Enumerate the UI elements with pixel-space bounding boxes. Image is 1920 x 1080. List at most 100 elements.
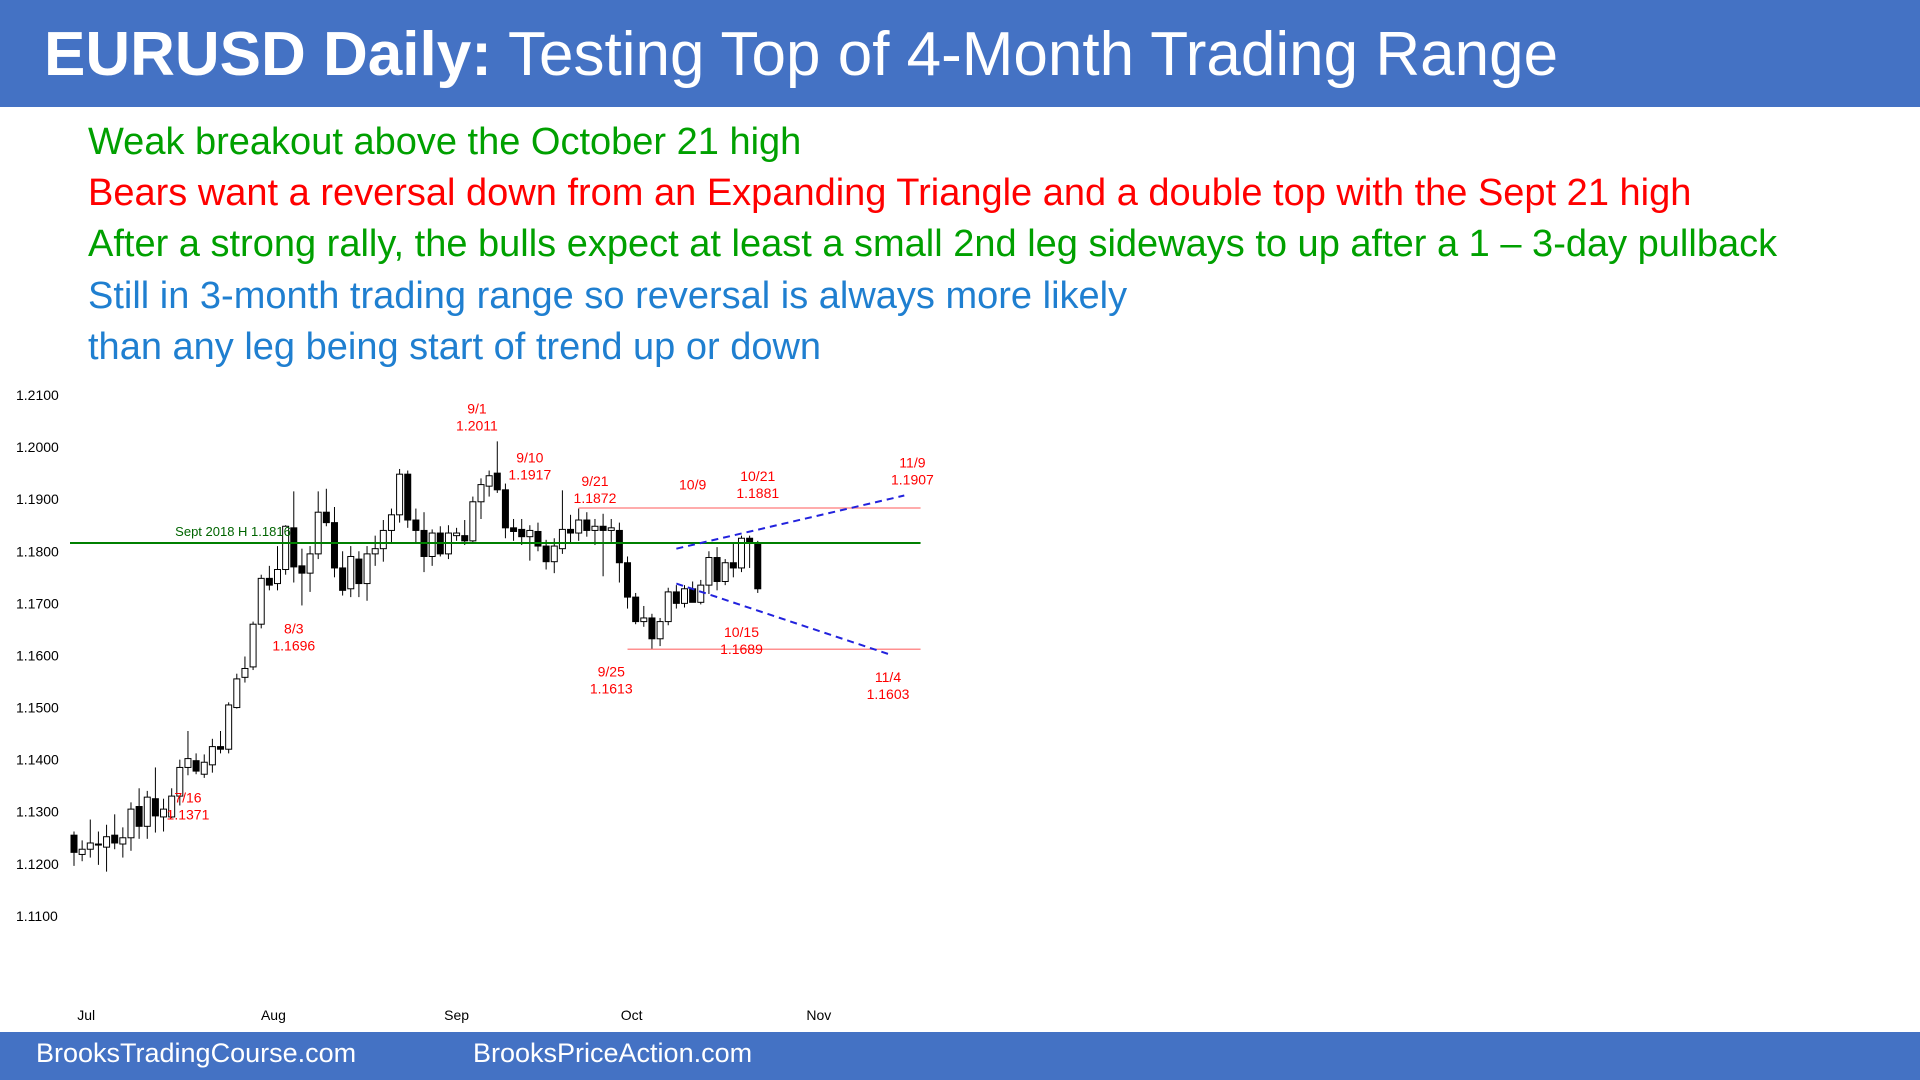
candle-body-bear xyxy=(510,527,518,532)
candle-body-bear xyxy=(567,528,575,534)
candle-body-bear xyxy=(583,519,591,531)
annotation-price: 1.1603 xyxy=(867,686,910,702)
candle-body-bull xyxy=(656,621,664,640)
candle-body-bull xyxy=(721,562,729,582)
candle-body-bull xyxy=(697,584,705,603)
y-tick-label: 1.1100 xyxy=(16,908,58,924)
annotation-price: 1.1371 xyxy=(167,807,210,823)
footer-link-brookstradingcourse[interactable]: BrooksTradingCourse.com xyxy=(36,1038,357,1068)
annotation-date: 10/21 xyxy=(740,468,775,484)
annotation-price: 1.1881 xyxy=(736,485,779,501)
candle-body-bull xyxy=(396,473,404,516)
y-tick-label: 1.1400 xyxy=(16,752,59,768)
candle-body-bear xyxy=(70,834,78,853)
candle-body-bull xyxy=(705,557,713,586)
candle-body-bull xyxy=(640,617,648,623)
candle-body-bull xyxy=(550,545,558,563)
candle-body-bear xyxy=(648,617,656,640)
y-tick-label: 1.1600 xyxy=(16,647,59,663)
candle-body-bear xyxy=(518,528,526,538)
annotation-date: 9/1 xyxy=(467,400,487,416)
title-symbol: EURUSD Daily: xyxy=(44,20,492,89)
candle-body-bull xyxy=(143,796,151,827)
candle-body-bull xyxy=(371,548,379,555)
candle-body-bull xyxy=(664,591,672,623)
candle-body-bull xyxy=(363,553,371,585)
commentary-line: Weak breakout above the October 21 high xyxy=(88,121,802,163)
candle-body-bull xyxy=(86,842,94,850)
candle-body-bull xyxy=(225,704,233,750)
candle-body-bull xyxy=(241,667,249,678)
x-tick-label: Oct xyxy=(621,1007,643,1023)
candle-body-bear xyxy=(330,522,338,569)
candle-body-bear xyxy=(534,530,542,547)
footer-link-brookspriceaction[interactable]: BrooksPriceAction.com xyxy=(473,1038,753,1068)
candle-body-bear xyxy=(290,527,298,568)
title-bar: EURUSD Daily: Testing Top of 4-Month Tra… xyxy=(0,0,1920,107)
y-tick-label: 1.1700 xyxy=(16,595,59,611)
candle-body-bull xyxy=(176,766,184,797)
candle-body-bull xyxy=(379,529,387,550)
candle-body-bull xyxy=(103,836,111,848)
y-tick-label: 1.2100 xyxy=(16,387,59,403)
candle-body-bull xyxy=(274,569,281,585)
annotation-price: 1.1917 xyxy=(508,466,551,482)
candle-body-bull xyxy=(208,746,216,766)
annotation-date: 9/25 xyxy=(598,664,625,680)
page-title: EURUSD Daily: Testing Top of 4-Month Tra… xyxy=(44,20,1558,90)
candle-body-bull xyxy=(607,527,615,531)
annotation-date: 9/10 xyxy=(516,449,543,465)
candle-body-bear xyxy=(672,591,680,604)
candle-body-bull xyxy=(168,795,176,818)
candle-body-bull xyxy=(257,577,265,625)
candle-body-bear xyxy=(339,567,347,591)
annotation-price: 1.1907 xyxy=(891,472,934,488)
triangle-line xyxy=(676,582,889,655)
candle-body-bear xyxy=(493,472,501,491)
candle-body-bear xyxy=(615,529,623,564)
candle-body-bull xyxy=(200,761,208,775)
annotation-date: 10/9 xyxy=(679,476,706,492)
candle-body-bear xyxy=(135,806,143,827)
candle-body-bear xyxy=(542,545,550,563)
candle-body-bear xyxy=(754,542,762,590)
candle-body-bear xyxy=(501,489,509,529)
candle-body-bear xyxy=(412,519,420,531)
commentary-line: Still in 3-month trading range so revers… xyxy=(88,275,1128,317)
candle-body-bull xyxy=(314,511,322,555)
y-tick-label: 1.2000 xyxy=(16,439,59,455)
x-tick-label: Jul xyxy=(77,1007,95,1023)
annotation-date: 8/3 xyxy=(284,620,304,636)
annotation-date: 11/9 xyxy=(899,455,925,471)
candle-body-bull xyxy=(78,848,86,855)
candle-body-bull xyxy=(306,553,314,574)
candle-body-bear xyxy=(461,535,469,542)
candle-body-bull xyxy=(469,501,477,542)
candle-body-bear xyxy=(298,565,306,574)
x-tick-label: Sep xyxy=(444,1007,469,1023)
candle-body-bear xyxy=(151,798,159,817)
commentary-line: After a strong rally, the bulls expect a… xyxy=(88,223,1778,265)
candle-body-bull xyxy=(282,525,290,571)
candle-body-bear xyxy=(729,562,737,569)
candle-body-bear xyxy=(632,596,640,623)
commentary-line: Bears want a reversal down from an Expan… xyxy=(88,172,1692,214)
y-tick-label: 1.1800 xyxy=(16,543,59,559)
candle-body-bear xyxy=(322,511,330,524)
candle-body-bear xyxy=(599,525,607,531)
annotation-date: 10/15 xyxy=(724,624,759,640)
candle-body-bear xyxy=(355,558,363,585)
candle-body-bull xyxy=(591,525,599,531)
candle-body-bull xyxy=(477,484,485,503)
candle-body-bull xyxy=(127,808,135,839)
footer-bar: BrooksTradingCourse.com BrooksPriceActio… xyxy=(0,1032,1920,1080)
y-tick-label: 1.1500 xyxy=(16,700,59,716)
candle-body-bull xyxy=(575,519,583,534)
candle-body-bull xyxy=(453,532,461,537)
candle-body-bull xyxy=(428,532,436,557)
candle-body-bear xyxy=(624,562,632,598)
candle-body-bull xyxy=(558,528,566,550)
candle-body-bull xyxy=(485,475,493,487)
candle-body-bull xyxy=(347,555,355,590)
candle-body-bull xyxy=(681,588,688,604)
